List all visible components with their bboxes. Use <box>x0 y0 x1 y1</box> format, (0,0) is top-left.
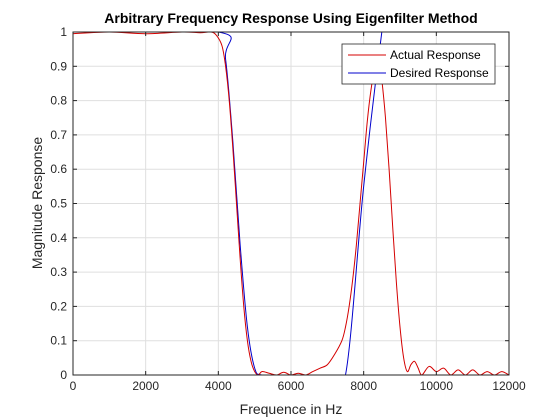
legend: Actual Response Desired Response <box>341 43 496 85</box>
x-axis-label: Frequence in Hz <box>240 401 343 417</box>
x-tick-label: 10000 <box>420 379 454 393</box>
series-line-desired-response <box>73 32 385 375</box>
y-tick-label: 0.4 <box>50 231 67 245</box>
x-tick-label: 2000 <box>132 379 159 393</box>
x-tick-label: 0 <box>70 379 77 393</box>
y-tick-label: 0.5 <box>50 197 67 211</box>
ticks <box>72 31 510 376</box>
x-tick-label: 8000 <box>350 379 377 393</box>
y-tick-label: 0.6 <box>50 162 67 176</box>
legend-label-actual-response: Actual Response <box>390 48 481 62</box>
x-tick-label: 4000 <box>205 379 232 393</box>
y-tick-labels: 0 0.1 0.2 0.3 0.4 0.5 0.6 0.7 0.8 0.9 1 <box>50 25 67 382</box>
y-tick-label: 0.9 <box>50 59 67 73</box>
x-tick-label: 6000 <box>278 379 305 393</box>
y-tick-label: 0.8 <box>50 94 67 108</box>
series-line-actual-response <box>73 32 509 375</box>
legend-label-desired-response: Desired Response <box>390 66 489 80</box>
x-tick-label: 12000 <box>492 379 526 393</box>
y-tick-label: 0.3 <box>50 265 67 279</box>
series-layer <box>73 32 509 375</box>
chart-title: Arbitrary Frequency Response Using Eigen… <box>104 10 477 26</box>
x-tick-labels: 0 2000 4000 6000 8000 10000 12000 <box>70 379 526 393</box>
legend-box <box>341 43 496 85</box>
y-tick-label: 0.7 <box>50 128 67 142</box>
y-tick-label: 0.2 <box>50 299 67 313</box>
y-axis-label: Magnitude Response <box>29 137 45 270</box>
y-tick-label: 0.1 <box>50 334 67 348</box>
y-tick-label: 1 <box>60 25 67 39</box>
y-tick-label: 0 <box>60 368 67 382</box>
